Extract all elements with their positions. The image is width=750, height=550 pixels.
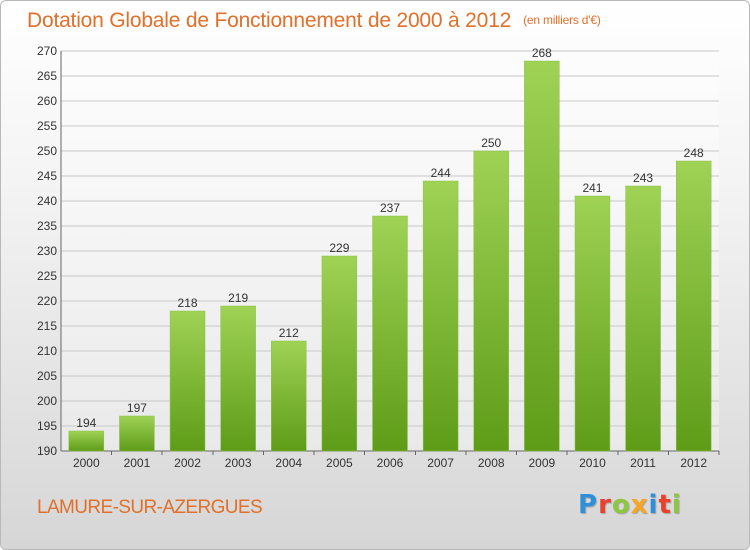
- proxiti-logo: Proxiti: [578, 490, 682, 520]
- bar: [473, 150, 509, 452]
- x-tick-label: 2003: [225, 456, 252, 470]
- bar: [68, 430, 105, 452]
- bar: [119, 415, 155, 452]
- bar: [372, 215, 408, 452]
- x-tick-label: 2009: [528, 456, 555, 470]
- data-label: 268: [532, 46, 552, 60]
- y-tick-label: 195: [37, 419, 57, 433]
- data-label: 194: [76, 416, 96, 430]
- logo-letter: t: [658, 490, 672, 520]
- x-tick-label: 2006: [377, 456, 404, 470]
- bar: [169, 310, 206, 452]
- x-tick-label: 2008: [478, 456, 505, 470]
- y-tick-label: 220: [37, 294, 57, 308]
- bar: [220, 305, 256, 452]
- bar: [422, 180, 459, 452]
- y-tick-label: 260: [37, 94, 57, 108]
- x-tick-label: 2012: [680, 456, 707, 470]
- y-tick-label: 215: [37, 319, 57, 333]
- x-tick-label: 2010: [579, 456, 606, 470]
- data-label: 248: [684, 146, 704, 160]
- logo-letter: P: [578, 490, 599, 520]
- logo-letter: x: [630, 490, 649, 520]
- bar: [675, 160, 712, 452]
- data-label: 218: [178, 296, 198, 310]
- x-tick-label: 2005: [326, 456, 353, 470]
- y-tick-label: 270: [37, 44, 57, 58]
- y-tick-label: 245: [37, 169, 57, 183]
- data-label: 244: [431, 166, 451, 180]
- bar: [574, 195, 611, 452]
- data-label: 241: [582, 181, 602, 195]
- bar: [524, 60, 560, 452]
- x-tick-label: 2011: [630, 456, 656, 470]
- x-tick-label: 2007: [427, 456, 454, 470]
- y-tick-label: 235: [37, 219, 57, 233]
- data-label: 243: [633, 171, 653, 185]
- y-tick-label: 240: [37, 194, 57, 208]
- y-tick-label: 190: [37, 444, 57, 458]
- commune-name: LAMURE-SUR-AZERGUES: [37, 497, 263, 518]
- bar: [625, 185, 661, 452]
- logo-letter: i: [671, 490, 682, 520]
- data-label: 219: [228, 291, 248, 305]
- y-tick-label: 250: [37, 144, 57, 158]
- x-tick-label: 2002: [174, 456, 201, 470]
- data-label: 229: [329, 241, 349, 255]
- y-tick-label: 210: [37, 344, 57, 358]
- chart-subtitle: (en milliers d'€): [523, 13, 601, 27]
- data-label: 197: [127, 401, 147, 415]
- y-tick-label: 200: [37, 394, 57, 408]
- y-tick-label: 255: [37, 119, 57, 133]
- bar: [321, 255, 358, 452]
- y-tick-label: 230: [37, 244, 57, 258]
- data-label: 250: [481, 136, 501, 150]
- chart-title: Dotation Globale de Fonctionnement de 20…: [27, 9, 601, 33]
- x-tick-label: 2001: [124, 456, 151, 470]
- logo-letter: r: [598, 490, 612, 520]
- x-tick-label: 2000: [73, 456, 100, 470]
- y-tick-label: 225: [37, 269, 57, 283]
- x-tick-label: 2004: [275, 456, 302, 470]
- data-label: 212: [279, 326, 299, 340]
- y-tick-label: 205: [37, 369, 57, 383]
- bar: [271, 340, 307, 452]
- y-tick-label: 265: [37, 69, 57, 83]
- logo-letter: o: [611, 490, 631, 520]
- chart-title-text: Dotation Globale de Fonctionnement de 20…: [27, 9, 512, 32]
- logo-letter: i: [648, 490, 659, 520]
- data-label: 237: [380, 201, 400, 215]
